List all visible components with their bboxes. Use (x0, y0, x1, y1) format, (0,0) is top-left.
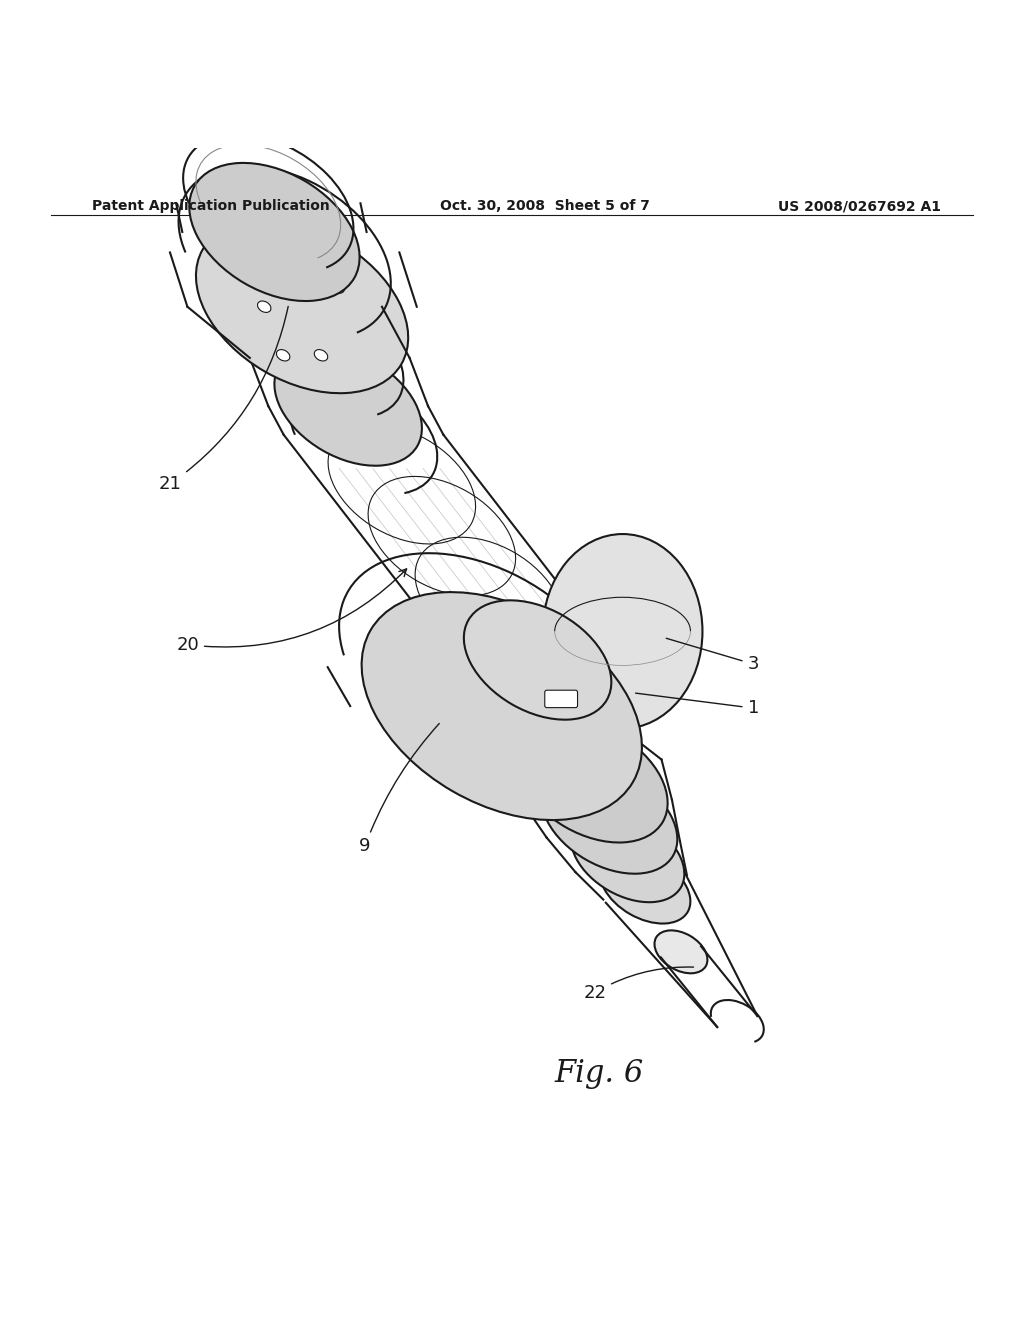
Ellipse shape (571, 810, 684, 902)
Ellipse shape (543, 535, 702, 729)
Ellipse shape (361, 593, 642, 820)
Ellipse shape (274, 346, 422, 466)
Text: Oct. 30, 2008  Sheet 5 of 7: Oct. 30, 2008 Sheet 5 of 7 (440, 199, 650, 214)
Ellipse shape (257, 301, 271, 313)
Ellipse shape (189, 162, 359, 301)
Text: 20: 20 (176, 569, 407, 653)
Text: 21: 21 (159, 306, 288, 492)
Ellipse shape (654, 931, 708, 973)
FancyBboxPatch shape (545, 690, 578, 708)
Text: 3: 3 (667, 639, 759, 673)
Ellipse shape (542, 764, 677, 874)
Ellipse shape (314, 350, 328, 360)
Text: 1: 1 (636, 693, 759, 717)
Ellipse shape (464, 601, 611, 719)
Text: 9: 9 (359, 723, 439, 855)
Ellipse shape (196, 220, 409, 393)
Text: Fig. 6: Fig. 6 (554, 1059, 644, 1089)
Ellipse shape (600, 851, 690, 924)
Ellipse shape (276, 350, 290, 360)
Text: Patent Application Publication: Patent Application Publication (92, 199, 330, 214)
Text: 22: 22 (584, 968, 693, 1002)
Ellipse shape (271, 259, 285, 269)
Text: US 2008/0267692 A1: US 2008/0267692 A1 (778, 199, 941, 214)
Ellipse shape (516, 719, 668, 842)
Ellipse shape (331, 282, 344, 293)
Ellipse shape (308, 248, 322, 260)
